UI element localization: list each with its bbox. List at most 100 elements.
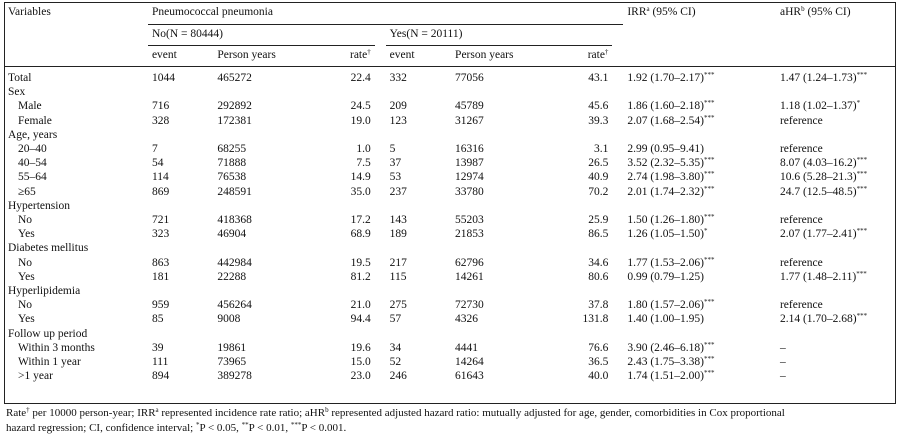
yes-rate-cell: 36.5 bbox=[588, 356, 609, 369]
ahr-cell: reference bbox=[779, 299, 823, 312]
row-label: Follow up period bbox=[8, 327, 88, 340]
irr-cell bbox=[623, 284, 776, 298]
no-rate-cell: 22.4 bbox=[350, 72, 371, 84]
footnote: Rate† per 10000 person-year; IRRa repres… bbox=[6, 406, 896, 436]
table-row: Follow up period bbox=[4, 327, 896, 341]
yes-event-cell: 37 bbox=[389, 157, 402, 170]
table-row: Within 1 year 111 73965 15.0 52 14264 36.5 2.43… bbox=[4, 355, 896, 369]
yes-rate-cell: 86.5 bbox=[588, 228, 609, 241]
row-label: Within 3 months bbox=[18, 341, 95, 354]
no-rate-cell: 24.5 bbox=[350, 100, 371, 113]
no-person-years-cell: 442984 bbox=[217, 256, 252, 269]
no-person-years-cell bbox=[213, 85, 318, 99]
no-rate-cell: 35.0 bbox=[350, 185, 371, 198]
table-row: Yes 181 22288 81.2 115 14261 80.6 0.99 (0.79–1.… bbox=[4, 270, 896, 284]
yes-person-years-cell bbox=[451, 85, 556, 99]
header-row-1: Variables Pneumococcal pneumonia IRRa (9… bbox=[4, 2, 896, 67]
ahr-cell: – bbox=[779, 370, 786, 383]
irr-cell: 1.40 (1.00–1.95) bbox=[627, 313, 704, 326]
yes-rate-cell bbox=[556, 128, 613, 142]
ahr-cell: 24.7 (12.5–48.5)*** bbox=[779, 184, 868, 198]
yes-event-cell: 217 bbox=[389, 256, 407, 269]
yes-event-cell: 143 bbox=[389, 214, 407, 227]
ahr-cell: reference bbox=[779, 114, 823, 127]
yes-event-cell: 332 bbox=[389, 72, 407, 84]
row-label: 55–64 bbox=[18, 171, 47, 184]
yes-person-years-cell bbox=[451, 241, 556, 255]
group-header: Pneumococcal pneumonia bbox=[147, 2, 624, 25]
ahr-cell: 10.6 (5.28–21.3)*** bbox=[779, 170, 868, 184]
yes-event-cell: 246 bbox=[389, 370, 407, 383]
row-label: No bbox=[18, 214, 33, 227]
yes-event-cell bbox=[386, 241, 451, 255]
yes-rate-cell: 39.3 bbox=[588, 114, 609, 127]
row-label: Yes bbox=[18, 228, 35, 241]
yes-person-years-cell: 31267 bbox=[455, 114, 484, 127]
yes-person-years-cell: 4326 bbox=[455, 313, 479, 326]
irr-cell: 3.90 (2.46–6.18)*** bbox=[627, 340, 715, 354]
table-row: No 959 456264 21.0 275 72730 37.8 1.80 (1.57–2.… bbox=[4, 298, 896, 312]
table-row: Hyperlipidemia bbox=[4, 284, 896, 298]
no-rate-cell: 81.2 bbox=[350, 270, 371, 283]
ahr-cell: 2.14 (1.70–2.68)*** bbox=[779, 312, 868, 326]
yes-rate-cell: 3.1 bbox=[594, 143, 609, 156]
no-person-years-cell bbox=[213, 327, 318, 341]
table-row: Yes 85 9008 94.4 57 4326 131.8 1.40 (1.00–1.95)… bbox=[4, 312, 896, 326]
yes-event-cell: 34 bbox=[389, 341, 402, 354]
table-row: Male 716 292892 24.5 209 45789 45.6 1.86 (1.60–… bbox=[4, 99, 896, 113]
no-rate-cell bbox=[318, 241, 375, 255]
yes-event-cell bbox=[386, 128, 451, 142]
no-rate-cell: 23.0 bbox=[350, 370, 371, 383]
yes-person-years-cell: 14261 bbox=[455, 270, 484, 283]
no-person-years-cell: 456264 bbox=[217, 299, 252, 312]
yes-rate-cell: 70.2 bbox=[588, 185, 609, 198]
no-person-years-cell: 389278 bbox=[217, 370, 252, 383]
row-label: Female bbox=[18, 114, 52, 127]
irr-cell: 2.07 (1.68–2.54)*** bbox=[627, 113, 715, 127]
ahr-cell: reference bbox=[779, 256, 823, 269]
yes-rate-cell bbox=[556, 85, 613, 99]
no-event-cell bbox=[148, 199, 213, 213]
table-row: Female 328 172381 19.0 123 31267 39.3 2.07 (1.6… bbox=[4, 114, 896, 128]
no-rate-cell: 17.2 bbox=[350, 214, 371, 227]
row-label: Yes bbox=[18, 313, 35, 326]
ahr-cell: 1.77 (1.48–2.11)*** bbox=[779, 269, 867, 283]
no-rate-cell: 1.0 bbox=[356, 143, 371, 156]
no-person-years-cell: 465272 bbox=[217, 72, 252, 84]
ahr-cell: 2.07 (1.77–2.41)*** bbox=[779, 227, 868, 241]
irr-cell: 2.01 (1.74–2.32)*** bbox=[627, 184, 715, 198]
irr-cell: 1.77 (1.53–2.06)*** bbox=[627, 255, 715, 269]
no-event-cell bbox=[148, 85, 213, 99]
yes-event-cell bbox=[386, 199, 451, 213]
no-person-years-cell: 19861 bbox=[217, 341, 247, 354]
ahr-cell bbox=[776, 199, 896, 213]
no-rate-cell: 19.6 bbox=[350, 341, 371, 354]
row-label: Diabetes mellitus bbox=[8, 242, 89, 255]
no-event-cell: 323 bbox=[151, 228, 170, 241]
yes-person-years-cell: 72730 bbox=[455, 299, 484, 312]
yes-rate-cell bbox=[556, 199, 613, 213]
no-event-header: event bbox=[147, 45, 214, 67]
table-row: No 863 442984 19.5 217 62796 34.6 1.77 (1.53–2.… bbox=[4, 256, 896, 270]
no-rate-cell: 19.5 bbox=[350, 256, 371, 269]
table-body: Total 1044 465272 22.4 332 77056 43.1 1.92 (1.7… bbox=[4, 67, 896, 384]
no-event-cell: 39 bbox=[151, 341, 164, 354]
no-event-cell: 181 bbox=[151, 270, 170, 283]
no-person-years-header: Person years bbox=[213, 45, 319, 67]
table-row: 40–54 54 71888 7.5 37 13987 26.5 3.52 (2.32–5.3… bbox=[4, 156, 896, 170]
no-rate-cell: 15.0 bbox=[350, 356, 371, 369]
yes-event-cell: 53 bbox=[389, 171, 402, 184]
no-event-cell: 959 bbox=[151, 299, 170, 312]
no-person-years-cell: 248591 bbox=[217, 185, 252, 198]
irr-cell bbox=[623, 85, 776, 99]
no-rate-cell bbox=[318, 128, 375, 142]
ahr-cell: reference bbox=[779, 143, 823, 156]
irr-header: IRRa (95% CI) bbox=[623, 2, 776, 67]
yes-event-cell bbox=[386, 284, 451, 298]
ahr-cell: 1.47 (1.24–1.73)*** bbox=[779, 71, 868, 85]
irr-cell: 1.92 (1.70–2.17)*** bbox=[627, 71, 715, 85]
no-event-cell: 863 bbox=[151, 256, 170, 269]
yes-event-cell: 189 bbox=[389, 228, 407, 241]
irr-cell bbox=[623, 199, 776, 213]
table-row: >1 year 894 389278 23.0 246 61643 40.0 1.74 (1.… bbox=[4, 369, 896, 383]
